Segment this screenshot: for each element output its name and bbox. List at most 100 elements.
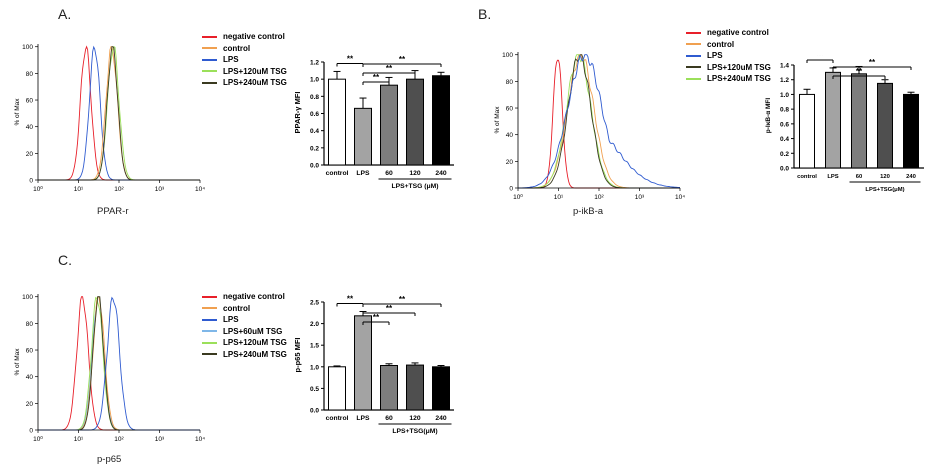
legend-label: LPS [707,51,723,60]
legend-swatch [202,47,217,50]
significance-label: ** [386,304,393,313]
bar-category-label: control [326,170,349,177]
histogram-curve [518,54,680,189]
histogram-y-tick-label: 100 [22,294,33,301]
histogram-plot-area [38,45,200,181]
bar-y-tick-label: 0.0 [310,163,319,170]
significance-label: ** [347,54,354,63]
histogram-y-tick-label: 20 [506,159,514,166]
histogram-y-label: % of Max [14,98,21,126]
bar-category-label: control [797,174,817,180]
significance-label: ** [399,55,406,64]
legend-a: negative control control LPS LPS+120uM TSG L… [202,31,287,89]
histogram-y-label: % of Max [494,106,501,134]
bar-120 [877,82,893,169]
histogram-y-tick-label: 100 [22,44,33,51]
bar-category-label: 120 [409,415,421,422]
histogram-b-xlabel: p-ikB-a [573,206,604,217]
legend-label: negative control [223,292,285,301]
bar-category-label: 60 [856,174,863,180]
histogram-y-tick-label: 80 [26,321,34,328]
histogram-y-tick-label: 0 [29,428,33,435]
legend-swatch [202,318,217,321]
legend-entry: negative control [202,31,287,43]
bar-chart-ppar-mfi: 0.0 0.2 0.4 0.6 0.8 1.0 1.2 PPAR-γ MFI control LP… [293,54,454,190]
legend-swatch [686,66,701,69]
legend-label: LPS+240uM TSG [223,78,287,87]
legend-entry: negative control [686,27,771,39]
significance-label: ** [817,55,824,60]
panel-b-letter: B. [478,6,492,22]
histogram-curve [518,59,680,189]
legend-swatch [686,54,701,57]
histogram-curve [38,296,200,431]
histogram-plot-area [518,54,680,189]
bar-y-tick-label: 1.0 [310,77,319,84]
legend-swatch [202,330,217,333]
histogram-x-tick-label: 10⁴ [675,194,685,201]
bar-60 [851,73,867,169]
histogram-ppar: 0 20 40 60 80 100 10⁰ 10¹ 10² 10³ 10⁴ % of Max [14,44,205,193]
bar-category-label: LPS [356,415,370,422]
legend-swatch [202,341,217,344]
bar-category-label: 60 [385,415,393,422]
legend-label: LPS+60uM TSG [223,326,283,336]
panel-c-letter: C. [58,252,72,268]
bar-y-label: p-IκB-α MFI [765,98,772,134]
bar-lps [354,107,372,166]
bar-120 [406,78,424,166]
legend-entry: LPS+240uM TSG [202,349,287,361]
histogram-a-xlabel: PPAR-r [97,206,129,217]
bar-control [799,93,815,169]
histogram-curve [38,296,200,431]
legend-label: control [707,39,735,49]
legend-b: negative control control LPS LPS+120uM TSG L… [686,27,771,85]
bar-chart-pp65-mfi: 0.0 0.5 1.0 1.5 2.0 2.5 p-p65 MFI control LPS 60 1… [293,295,454,435]
legend-entry: LPS [202,314,287,326]
histogram-y-label: % of Max [14,348,21,376]
histogram-x-tick-label: 10² [114,186,124,193]
histogram-x-tick-label: 10³ [155,186,165,193]
histogram-x-tick-label: 10⁰ [513,193,523,201]
histogram-curve [38,46,200,181]
bar-category-label: LPS [827,174,838,180]
legend-c: negative control control LPS LPS+60uM TSG LP… [202,291,287,360]
bar-y-tick-label: 1.5 [310,343,319,350]
legend-label: LPS+240uM TSG [707,74,771,83]
histogram-x-tick-label: 10⁴ [195,186,205,193]
legend-entry: LPS+120uM TSG [686,62,771,74]
bar-lps [825,71,841,169]
legend-entry: LPS+60uM TSG [202,326,287,338]
legend-swatch [202,58,217,61]
histogram-curve [38,296,200,431]
histogram-y-tick-label: 60 [26,98,34,105]
legend-label: LPS [223,315,239,324]
legend-label: LPS+120uM TSG [223,66,287,76]
histogram-y-tick-label: 40 [26,124,34,131]
bar-y-tick-label: 1.0 [780,92,789,99]
histogram-curve [518,54,680,189]
group-label: LPS+TSG (μM) [391,183,438,190]
histogram-y-tick-label: 80 [506,79,514,86]
bar-category-label: control [326,415,349,422]
bar-category-label: 60 [385,170,393,177]
bar-lps [354,315,372,411]
histogram-x-tick-label: 10¹ [74,436,84,443]
histogram-x-tick-label: 10³ [635,194,645,201]
legend-entry: LPS+120uM TSG [202,66,287,78]
bar-240 [903,93,919,169]
group-label: LPS+TSG(μM) [865,187,904,193]
bar-y-tick-label: 0.6 [780,121,789,128]
histogram-x-tick-label: 10¹ [554,194,564,201]
legend-label: control [223,303,251,313]
legend-swatch [202,307,217,310]
bar-category-label: LPS [356,170,370,177]
bar-y-tick-label: 0.4 [780,136,789,143]
histogram-curve [518,54,680,189]
histogram-c-xlabel: p-p65 [97,454,122,465]
bar-y-label: PPAR-γ MFI [293,92,302,134]
legend-label: negative control [707,28,769,37]
bar-y-tick-label: 0.0 [780,166,789,173]
histogram-curve [518,54,680,189]
bar-60 [380,84,398,166]
